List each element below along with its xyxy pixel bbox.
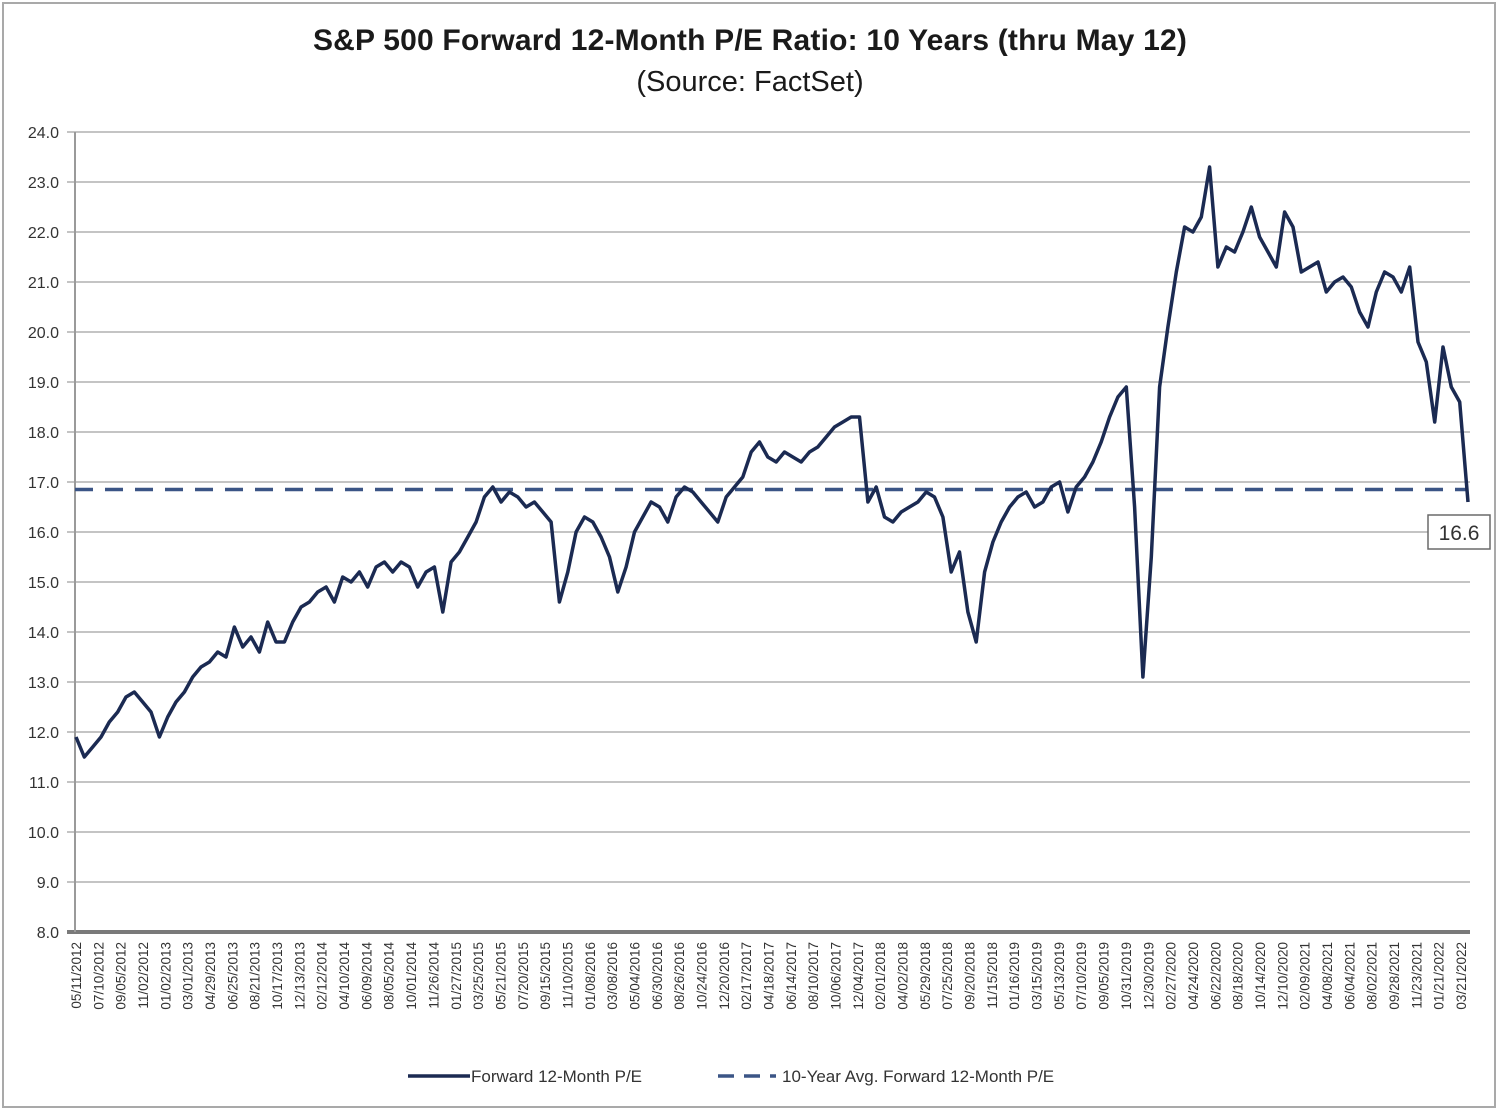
- x-tick-label: 09/28/2021: [1387, 942, 1402, 1010]
- x-tick-label: 05/21/2015: [493, 942, 508, 1010]
- x-tick-label: 01/08/2016: [583, 942, 598, 1010]
- x-tick-label: 04/18/2017: [762, 942, 777, 1010]
- series-layer: [74, 165, 1470, 759]
- x-tick-label: 04/29/2013: [203, 942, 218, 1010]
- x-tick-label: 02/01/2018: [873, 942, 888, 1010]
- x-axis: 05/11/2012 07/10/2012 09/05/2012 11/02/2012…: [69, 942, 1469, 1010]
- y-tick-label: 24.0: [28, 125, 59, 142]
- x-tick-label: 01/21/2022: [1432, 942, 1447, 1010]
- x-tick-label: 02/27/2020: [1164, 942, 1179, 1010]
- x-tick-label: 04/10/2014: [337, 942, 352, 1010]
- x-tick-label: 02/17/2017: [739, 942, 754, 1010]
- x-tick-label: 08/10/2017: [806, 942, 821, 1010]
- x-tick-label: 12/13/2013: [292, 942, 307, 1010]
- x-tick-label: 06/30/2016: [650, 942, 665, 1010]
- y-tick-label: 15.0: [28, 575, 59, 592]
- x-tick-label: 03/01/2013: [181, 942, 196, 1010]
- annotation-layer: 16.6: [1427, 514, 1491, 550]
- last-value-callout-text: 16.6: [1439, 522, 1480, 545]
- chart-title: S&P 500 Forward 12-Month P/E Ratio: 10 Y…: [312, 24, 1188, 57]
- x-tick-label: 05/11/2012: [69, 942, 84, 1009]
- y-tick-label: 8.0: [37, 925, 59, 942]
- y-tick-label: 22.0: [28, 225, 59, 242]
- y-tick-label: 12.0: [28, 725, 59, 742]
- x-tick-label: 06/09/2014: [359, 942, 374, 1010]
- x-tick-label: 08/21/2013: [248, 942, 263, 1010]
- legend: Forward 12-Month P/E 10-Year Avg. Forwar…: [408, 1067, 1054, 1086]
- x-tick-label: 07/10/2012: [91, 942, 106, 1010]
- x-tick-label: 11/10/2015: [560, 942, 575, 1009]
- x-tick-label: 09/20/2018: [963, 942, 978, 1010]
- x-tick-label: 08/18/2020: [1231, 942, 1246, 1010]
- x-tick-label: 01/02/2013: [158, 942, 173, 1010]
- x-tick-label: 03/08/2016: [605, 942, 620, 1010]
- x-tick-label: 01/27/2015: [449, 942, 464, 1010]
- y-tick-label: 19.0: [28, 375, 59, 392]
- x-tick-label: 11/15/2018: [985, 942, 1000, 1009]
- x-tick-label: 11/23/2021: [1409, 942, 1424, 1009]
- x-tick-label: 12/20/2016: [717, 942, 732, 1010]
- x-tick-label: 12/10/2020: [1275, 942, 1290, 1010]
- y-axis: 24.0 23.0 22.0 21.0 20.0 19.0 18.0 17.0 16.0 15.0…: [28, 125, 76, 942]
- series-forward-pe-line: [74, 165, 1470, 759]
- x-tick-label: 06/14/2017: [784, 942, 799, 1010]
- x-tick-label: 03/25/2015: [471, 942, 486, 1010]
- y-tick-label: 9.0: [37, 875, 59, 892]
- x-tick-label: 11/02/2012: [136, 942, 151, 1009]
- x-tick-label: 08/05/2014: [382, 942, 397, 1010]
- x-tick-label: 10/17/2013: [270, 942, 285, 1010]
- x-tick-label: 01/16/2019: [1007, 942, 1022, 1010]
- x-tick-label: 07/25/2018: [940, 942, 955, 1010]
- y-tick-label: 10.0: [28, 825, 59, 842]
- y-tick-label: 20.0: [28, 325, 59, 342]
- x-tick-label: 12/04/2017: [851, 942, 866, 1010]
- y-tick-label: 21.0: [28, 275, 59, 292]
- x-tick-label: 06/25/2013: [225, 942, 240, 1010]
- x-tick-label: 03/15/2019: [1030, 942, 1045, 1010]
- x-tick-label: 10/14/2020: [1253, 942, 1268, 1010]
- x-tick-label: 05/04/2016: [627, 942, 642, 1010]
- x-tick-label: 07/20/2015: [516, 942, 531, 1010]
- x-tick-label: 03/21/2022: [1454, 942, 1469, 1010]
- x-tick-label: 10/01/2014: [404, 942, 419, 1010]
- x-tick-label: 10/06/2017: [829, 942, 844, 1010]
- y-tick-label: 16.0: [28, 525, 59, 542]
- x-tick-label: 10/24/2016: [694, 942, 709, 1010]
- legend-label-10yr-avg: 10-Year Avg. Forward 12-Month P/E: [782, 1067, 1054, 1086]
- gridlines: [67, 131, 1470, 934]
- x-tick-label: 08/02/2021: [1365, 942, 1380, 1010]
- x-tick-label: 04/24/2020: [1186, 942, 1201, 1010]
- x-tick-label: 05/29/2018: [918, 942, 933, 1010]
- y-tick-label: 18.0: [28, 425, 59, 442]
- x-tick-label: 09/05/2012: [114, 942, 129, 1010]
- x-tick-label: 05/13/2019: [1052, 942, 1067, 1010]
- legend-label-forward-pe: Forward 12-Month P/E: [471, 1067, 642, 1086]
- x-tick-label: 09/15/2015: [538, 942, 553, 1010]
- x-tick-label: 11/26/2014: [426, 942, 441, 1009]
- x-tick-label: 09/05/2019: [1097, 942, 1112, 1010]
- x-tick-label: 08/26/2016: [672, 942, 687, 1010]
- last-value-callout-box: [1427, 514, 1491, 550]
- y-tick-label: 17.0: [28, 475, 59, 492]
- y-tick-label: 13.0: [28, 675, 59, 692]
- x-tick-label: 06/04/2021: [1342, 942, 1357, 1010]
- x-tick-label: 02/12/2014: [315, 942, 330, 1010]
- y-tick-label: 14.0: [28, 625, 59, 642]
- x-tick-label: 07/10/2019: [1074, 942, 1089, 1010]
- x-tick-label: 10/31/2019: [1119, 942, 1134, 1010]
- chart-subtitle: (Source: FactSet): [636, 66, 864, 98]
- y-tick-label: 23.0: [28, 175, 59, 192]
- x-tick-label: 04/08/2021: [1320, 942, 1335, 1010]
- x-tick-label: 04/02/2018: [896, 942, 911, 1010]
- x-tick-label: 02/09/2021: [1298, 942, 1313, 1010]
- y-tick-label: 11.0: [29, 775, 59, 792]
- x-tick-label: 06/22/2020: [1208, 942, 1223, 1010]
- x-tick-label: 12/30/2019: [1141, 942, 1156, 1010]
